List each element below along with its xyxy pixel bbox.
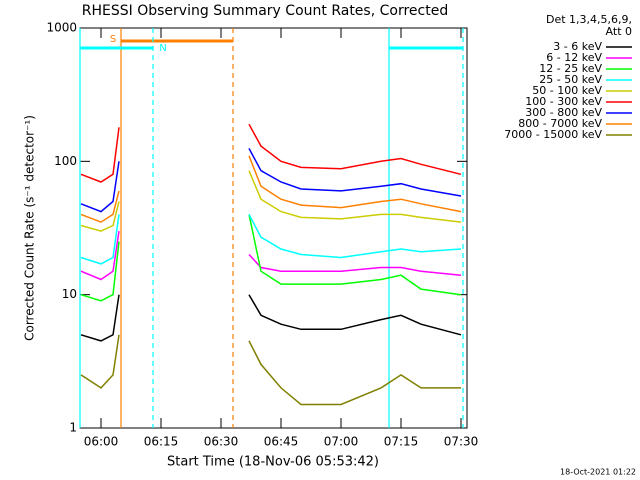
series-line bbox=[80, 334, 461, 406]
legend-label: 12 - 25 keV bbox=[539, 62, 602, 75]
y-axis-label: Corrected Count Rate (s⁻¹ detector⁻¹) bbox=[23, 115, 37, 341]
x-tick-label: 06:30 bbox=[204, 435, 239, 449]
y-tick-label: 1 bbox=[69, 421, 77, 435]
legend-label: 7000 - 15000 keV bbox=[504, 128, 602, 141]
flag-label: S bbox=[110, 34, 116, 45]
chart-title: RHESSI Observing Summary Count Rates, Co… bbox=[82, 3, 448, 19]
legend-label: 300 - 800 keV bbox=[525, 106, 602, 119]
series-line bbox=[80, 230, 462, 281]
series-line bbox=[80, 123, 462, 183]
x-tick-label: 06:45 bbox=[264, 435, 299, 449]
series-line bbox=[80, 148, 462, 213]
x-tick-label: 07:15 bbox=[384, 435, 419, 449]
flag-label: N bbox=[159, 43, 166, 54]
y-tick-label: 100 bbox=[54, 154, 77, 168]
legend-header: Det 1,3,4,5,6,9, bbox=[546, 13, 632, 26]
series-line bbox=[80, 155, 462, 223]
footer: 18-Oct-2021 01:22 bbox=[560, 468, 636, 477]
x-axis-label: Start Time (18-Nov-06 05:53:42) bbox=[167, 455, 379, 470]
legend-label: 25 - 50 keV bbox=[539, 73, 602, 86]
y-tick-label: 10 bbox=[62, 287, 77, 301]
legend-header: Att 0 bbox=[606, 25, 632, 38]
legend-label: 800 - 7000 keV bbox=[518, 117, 602, 130]
series-line bbox=[80, 214, 462, 265]
series-line bbox=[80, 214, 462, 302]
series-line bbox=[80, 294, 462, 342]
x-tick-label: 06:15 bbox=[144, 435, 179, 449]
legend-label: 100 - 300 keV bbox=[525, 95, 602, 108]
series-line bbox=[80, 170, 462, 232]
x-tick-label: 07:00 bbox=[324, 435, 359, 449]
x-tick-label: 06:00 bbox=[84, 435, 119, 449]
y-tick-label: 1000 bbox=[46, 21, 77, 35]
legend-label: 3 - 6 keV bbox=[553, 40, 602, 53]
legend-label: 50 - 100 keV bbox=[532, 84, 602, 97]
legend-label: 6 - 12 keV bbox=[546, 51, 602, 64]
x-tick-label: 07:30 bbox=[444, 435, 479, 449]
